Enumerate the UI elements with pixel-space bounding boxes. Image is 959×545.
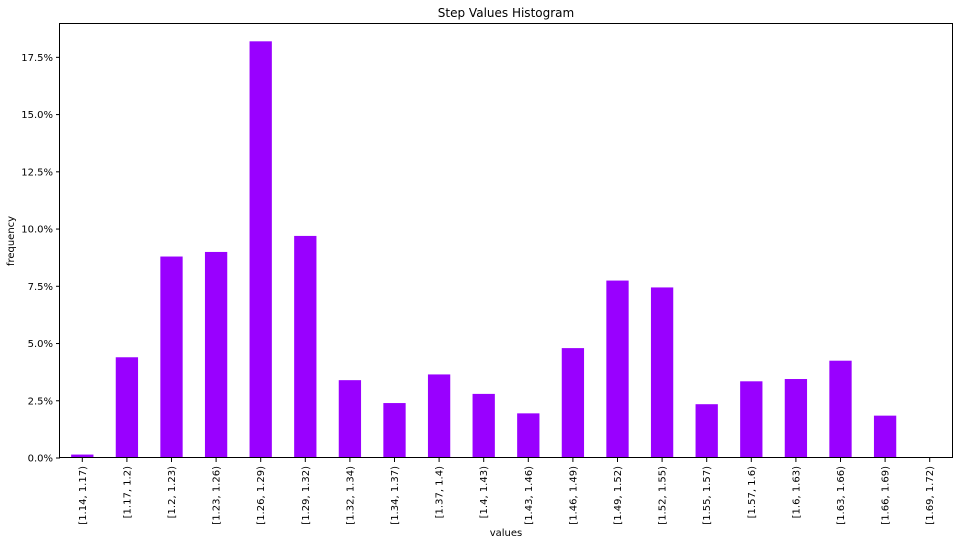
bar [561, 348, 585, 458]
x-tick-label: [1.55, 1.57) [702, 466, 713, 525]
x-tick-label: [1.26, 1.29) [256, 466, 267, 525]
x-tick-label: [1.69, 1.72) [925, 466, 936, 525]
bar [829, 360, 852, 458]
x-tick-label: [1.52, 1.55) [658, 466, 669, 525]
bar [517, 413, 540, 458]
y-axis-title: frequency [6, 216, 17, 266]
x-tick-label: [1.66, 1.69) [881, 466, 892, 525]
bar [695, 404, 718, 458]
x-axis-ticks: [1.14, 1.17) [1.17, 1.2) [1.2, 1.23) [1.23,… [78, 458, 936, 525]
bar [71, 454, 94, 458]
x-tick-label: [1.6, 1.63) [791, 466, 802, 518]
bar [249, 41, 272, 458]
x-tick-label: [1.2, 1.23) [167, 466, 178, 518]
bar [873, 415, 897, 458]
y-tick-label: 2.5% [28, 396, 53, 407]
x-axis-title: values [490, 528, 523, 539]
y-tick-label: 17.5% [21, 53, 53, 64]
x-tick-label: [1.57, 1.6) [747, 466, 758, 518]
x-tick-label: [1.34, 1.37) [390, 466, 401, 525]
y-tick-label: 12.5% [21, 167, 53, 178]
x-tick-label: [1.43, 1.46) [524, 466, 535, 525]
y-tick-label: 10.0% [21, 225, 53, 236]
x-tick-label: [1.37, 1.4) [435, 466, 446, 518]
bar [383, 403, 406, 458]
bar [427, 374, 451, 458]
y-tick-label: 15.0% [21, 110, 53, 121]
bar [472, 393, 495, 458]
y-tick-label: 5.0% [28, 339, 53, 350]
bar [115, 357, 139, 458]
x-tick-label: [1.46, 1.49) [568, 466, 579, 525]
y-tick-label: 7.5% [28, 282, 53, 293]
bar [204, 251, 228, 458]
x-tick-label: [1.49, 1.52) [613, 466, 624, 525]
bar [606, 280, 629, 458]
bar [740, 381, 763, 458]
x-tick-label: [1.23, 1.26) [212, 466, 223, 525]
x-tick-label: [1.4, 1.43) [479, 466, 490, 518]
plot-frame [59, 23, 953, 458]
y-tick-label: 0.0% [28, 454, 53, 465]
bar [650, 287, 674, 458]
bars [71, 41, 897, 458]
x-tick-label: [1.63, 1.66) [836, 466, 847, 525]
bar [338, 380, 362, 458]
x-tick-label: [1.14, 1.17) [78, 466, 89, 525]
bar [160, 256, 183, 458]
bar [784, 379, 808, 458]
x-tick-label: [1.29, 1.32) [301, 466, 312, 525]
x-tick-label: [1.32, 1.34) [345, 466, 356, 525]
chart-title: Step Values Histogram [438, 6, 574, 20]
bar [294, 235, 317, 458]
x-tick-label: [1.17, 1.2) [122, 466, 133, 518]
